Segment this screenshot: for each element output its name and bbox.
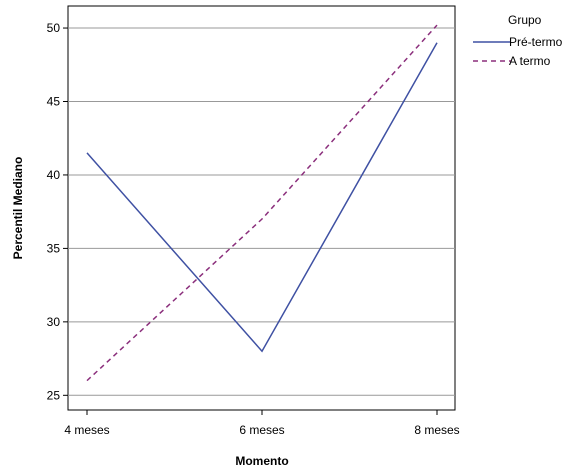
x-axis: 4 meses 6 meses 8 meses xyxy=(64,410,460,437)
x-tick-label: 4 meses xyxy=(64,423,109,437)
legend-label: Pré-termo xyxy=(509,35,563,49)
x-tick-label: 8 meses xyxy=(414,423,459,437)
y-tick-label: 40 xyxy=(47,168,61,182)
y-axis-title: Percentil Mediano xyxy=(11,157,25,260)
gridlines xyxy=(68,27,455,396)
y-tick-label: 45 xyxy=(47,94,61,108)
x-axis-title: Momento xyxy=(235,454,288,468)
legend: Grupo Pré-termo A termo xyxy=(473,13,563,68)
x-tick-label: 6 meses xyxy=(239,423,284,437)
series-line-pre-termo xyxy=(86,42,438,353)
y-axis: 25 30 35 40 45 50 xyxy=(47,21,68,402)
y-tick-label: 50 xyxy=(47,21,61,35)
plot-area xyxy=(67,5,456,411)
y-tick-label: 25 xyxy=(47,388,61,402)
y-tick-label: 35 xyxy=(47,241,61,255)
series-line-a-termo xyxy=(86,24,438,382)
legend-label: A termo xyxy=(509,54,551,68)
y-tick-label: 30 xyxy=(47,315,61,329)
legend-title: Grupo xyxy=(508,13,542,27)
series-lines xyxy=(86,24,438,382)
